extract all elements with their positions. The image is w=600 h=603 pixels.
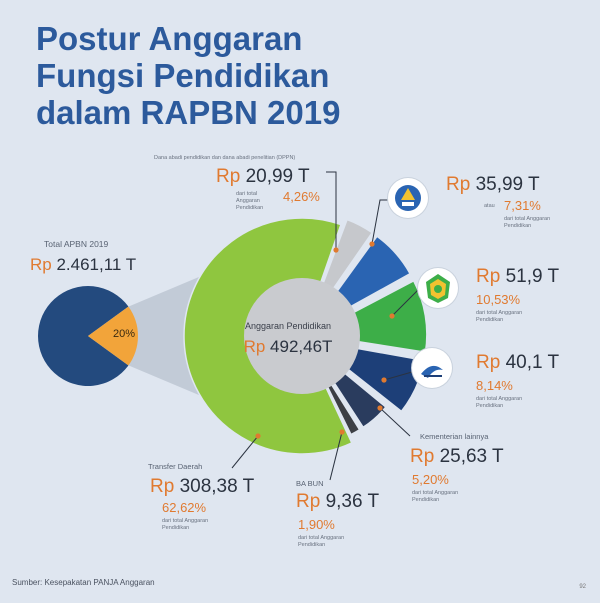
kemenag-value: 51,9 T — [505, 266, 560, 287]
page-title: Postur Anggaran Fungsi Pendidikan dalam … — [36, 20, 340, 131]
leader-dot-babun — [339, 429, 345, 435]
kl-lain-note: dari total Anggaran Pendidikan — [412, 490, 459, 503]
dppn-amount: Rp 20,99 T — [216, 166, 310, 188]
transfer-amount: Rp 308,38 T — [150, 476, 254, 498]
babun-note: dari total Anggaran Pendidikan — [298, 535, 345, 548]
dppn-percent: 4,26% — [283, 189, 320, 204]
currency-rp: Rp — [150, 476, 175, 497]
kemenag-logo-icon — [418, 268, 458, 308]
currency-rp: Rp — [30, 255, 52, 274]
kemdikbud-percent: 7,31% — [504, 198, 541, 213]
leader-dot-kemdikbud — [369, 241, 375, 247]
leader-dot-kemenag — [389, 313, 395, 319]
babun-name: BA BUN — [296, 479, 324, 488]
kl-lain-percent: 5,20% — [412, 472, 449, 487]
education-share-slice — [88, 306, 138, 366]
transfer-name: Transfer Daerah — [148, 462, 203, 471]
babun-amount: Rp 9,36 T — [296, 491, 379, 513]
total-apbn-rest-slice — [37, 286, 129, 387]
ristekdikti-note: dari total Anggaran Pendidikan — [476, 396, 523, 409]
kl-lain-amount: Rp 25,63 T — [410, 446, 504, 468]
title-line-3: dalam RAPBN 2019 — [36, 94, 341, 131]
leader-line-babun — [329, 431, 343, 481]
kemdikbud-prefix: atau — [484, 203, 495, 209]
center-disc — [244, 278, 360, 394]
kemenag-percent: 10,53% — [476, 292, 521, 307]
total-apbn-amount: Rp 2.461,11 T — [30, 254, 136, 276]
currency-rp: Rp — [410, 446, 435, 467]
transfer-value: 308,38 T — [179, 476, 255, 497]
currency-rp: Rp — [296, 491, 321, 512]
dppn-name: Dana abadi pendidikan dan dana abadi pen… — [154, 155, 296, 161]
leader-line-kemdikbud — [371, 199, 388, 245]
kemdikbud-logo-icon — [388, 178, 428, 218]
kemdikbud-note: dari total Anggaran Pendidikan — [504, 216, 551, 229]
leader-dot-ristekdikti — [381, 377, 387, 383]
center-title: Anggaran Pendidikan — [244, 321, 332, 331]
kemdikbud-value: 35,99 T — [475, 174, 540, 195]
center-amount: Rp 492,46T — [236, 337, 340, 357]
dppn-note: dari total Anggaran Pendidikan — [236, 191, 264, 211]
page-number: 92 — [579, 584, 586, 590]
total-apbn-label: Total APBN 2019 — [44, 239, 109, 249]
currency-rp: Rp — [446, 174, 471, 195]
ristekdikti-logo-icon — [412, 348, 452, 388]
transfer-percent: 62,62% — [162, 500, 207, 515]
leader-line-transfer — [231, 435, 259, 469]
leader-line-dppn — [326, 171, 337, 250]
ristekdikti-value: 40,1 T — [505, 352, 560, 373]
ristekdikti-amount: Rp 40,1 T — [476, 352, 559, 374]
kemenag-amount: Rp 51,9 T — [476, 266, 559, 288]
source-note: Sumber: Kesepakatan PANJA Anggaran — [12, 578, 155, 587]
title-line-1: Postur Anggaran — [36, 20, 303, 57]
dppn-value: 20,99 T — [245, 166, 310, 187]
leader-dot-transfer — [255, 433, 261, 439]
title-line-2: Fungsi Pendidikan — [36, 57, 330, 94]
babun-value: 9,36 T — [325, 491, 380, 512]
kl-lain-value: 25,63 T — [439, 446, 504, 467]
education-share-label: 20% — [113, 328, 136, 340]
center-value: 492,46T — [270, 337, 333, 356]
ristekdikti-percent: 8,14% — [476, 378, 513, 393]
leader-dot-dppn — [333, 247, 339, 253]
total-apbn-value: 2.461,11 T — [56, 255, 137, 274]
leader-line-kemenag — [391, 289, 419, 317]
center-label: Anggaran Pendidikan Rp 492,46T — [236, 322, 340, 357]
kl-lain-name: Kementerian lainnya — [420, 432, 489, 441]
currency-rp: Rp — [476, 266, 501, 287]
currency-rp: Rp — [216, 166, 241, 187]
leader-lines — [231, 171, 419, 481]
kemdikbud-amount: Rp 35,99 T — [446, 174, 540, 196]
babun-percent: 1,90% — [298, 517, 335, 532]
leader-line-kl-lain — [379, 407, 411, 437]
transfer-note: dari total Anggaran Pendidikan — [162, 518, 209, 531]
center-circle — [244, 278, 360, 394]
currency-rp: Rp — [243, 337, 266, 356]
leader-line-ristekdikti — [383, 371, 413, 381]
kemenag-note: dari total Anggaran Pendidikan — [476, 310, 523, 323]
currency-rp: Rp — [476, 352, 501, 373]
leader-dot-kl-lain — [377, 405, 383, 411]
